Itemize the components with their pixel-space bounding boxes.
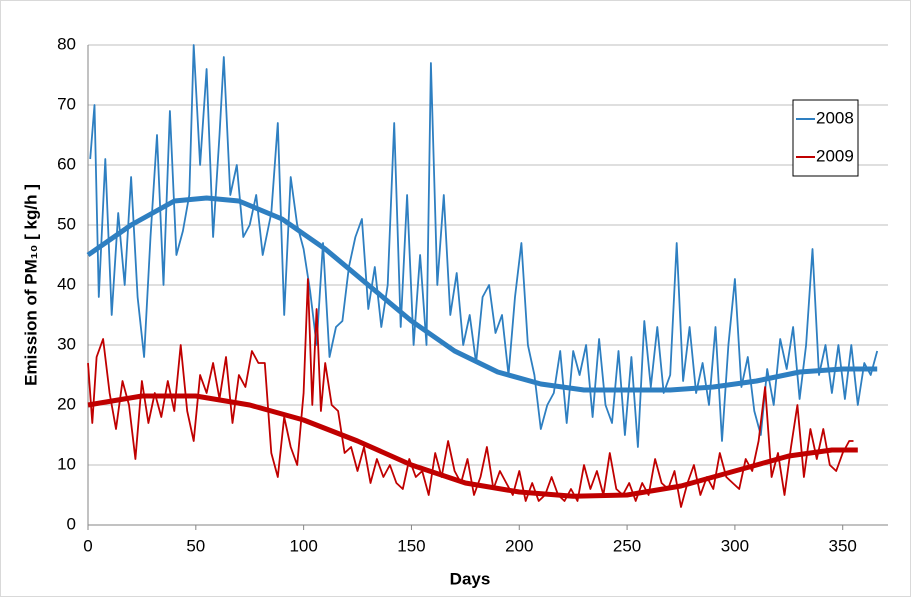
y-tick-label: 0: [67, 514, 76, 533]
x-tick-label: 200: [505, 536, 533, 555]
x-tick-label: 150: [397, 536, 425, 555]
y-tick-label: 30: [57, 334, 76, 353]
x-tick-label: 100: [289, 536, 317, 555]
x-axis-label: Days: [450, 569, 491, 588]
y-tick-label: 70: [57, 94, 76, 113]
legend-label: 2009: [816, 146, 854, 165]
trend-line: [87, 393, 858, 499]
y-tick-label: 40: [57, 274, 76, 293]
x-tick-label: 250: [613, 536, 641, 555]
x-tick-label: 300: [721, 536, 749, 555]
y-tick-label: 80: [57, 34, 76, 53]
legend-label: 2008: [816, 108, 854, 127]
x-tick-label: 50: [186, 536, 205, 555]
x-tick-label: 350: [829, 536, 857, 555]
y-tick-label: 50: [57, 214, 76, 233]
y-tick-label: 60: [57, 154, 76, 173]
y-axis-label: Emission of PM₁₀ [ kg/h ]: [21, 184, 40, 386]
trend-line: [86, 195, 878, 393]
x-tick-label: 0: [83, 536, 92, 555]
y-tick-label: 20: [57, 394, 76, 413]
legend-box: [792, 99, 859, 177]
series-line: [89, 44, 879, 448]
y-tick-label: 10: [57, 454, 76, 473]
